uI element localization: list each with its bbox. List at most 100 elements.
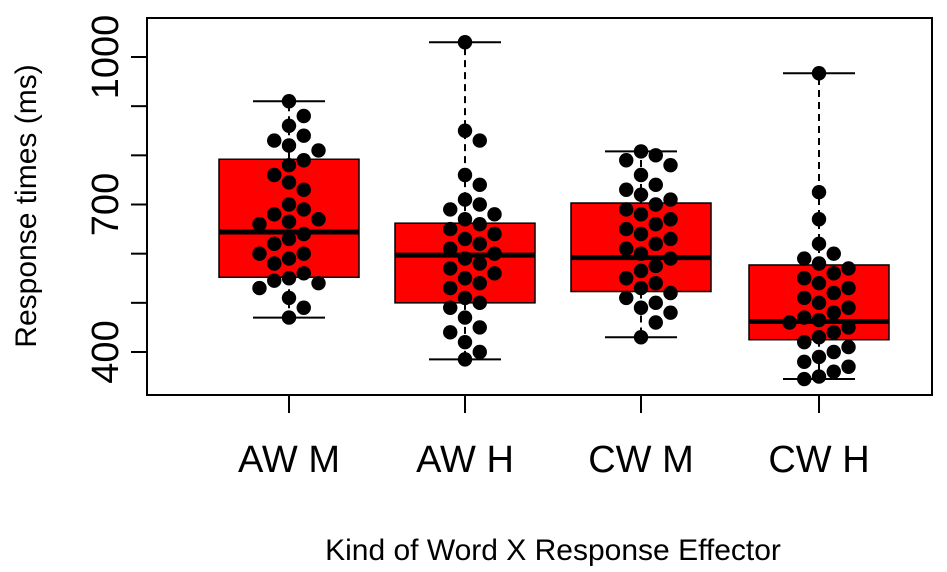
data-point: [281, 214, 297, 229]
data-point: [826, 246, 841, 261]
data-point: [797, 310, 812, 325]
axes-layer: 400 700 1000 AW M AW H CW M CW H: [85, 15, 870, 481]
data-point: [811, 185, 827, 200]
data-point: [811, 369, 827, 384]
x-tick-label: AW M: [238, 439, 340, 481]
data-point: [472, 344, 487, 360]
data-point: [472, 256, 487, 271]
data-point: [487, 246, 502, 261]
data-point: [633, 207, 649, 222]
data-point: [267, 207, 282, 222]
y-tick-label: 700: [85, 173, 127, 236]
data-point: [457, 35, 473, 50]
data-point: [472, 295, 487, 311]
data-point: [826, 344, 841, 360]
data-point: [457, 192, 473, 207]
data-point: [267, 133, 282, 148]
data-point: [841, 261, 856, 276]
data-point: [267, 167, 282, 183]
data-point: [826, 325, 841, 340]
data-point: [648, 258, 663, 274]
data-point: [252, 246, 267, 261]
data-point: [648, 177, 663, 193]
data-point: [826, 266, 841, 281]
data-point: [472, 133, 487, 148]
data-point: [633, 187, 649, 202]
data-point: [633, 144, 649, 159]
data-point: [443, 261, 458, 276]
data-point: [797, 371, 812, 387]
data-point: [841, 339, 856, 355]
data-point: [841, 320, 856, 335]
data-point: [797, 251, 812, 266]
data-point: [296, 266, 311, 281]
data-point: [296, 226, 311, 242]
y-axis-label: Response times (ms): [10, 64, 43, 347]
data-point: [281, 251, 297, 266]
data-point: [296, 202, 311, 217]
data-point: [663, 212, 678, 227]
data-point: [457, 167, 473, 183]
data-point: [267, 273, 282, 288]
data-point: [472, 320, 487, 335]
data-point: [619, 241, 634, 256]
y-tick-label: 400: [85, 320, 127, 383]
data-point: [633, 246, 649, 261]
data-point: [487, 226, 502, 242]
data-point: [457, 212, 473, 227]
data-point: [281, 138, 297, 153]
data-point: [811, 66, 827, 81]
data-point: [443, 325, 458, 340]
data-point: [457, 231, 473, 247]
data-point: [663, 231, 678, 247]
data-point: [457, 123, 473, 138]
data-point: [619, 271, 634, 286]
data-point: [472, 177, 487, 193]
data-point: [663, 251, 678, 266]
data-point: [296, 108, 311, 124]
data-point: [648, 148, 663, 163]
x-axis-label: Kind of Word X Response Effector: [325, 534, 781, 567]
data-point: [633, 226, 649, 242]
x-tick-label: CW H: [768, 439, 869, 481]
data-point: [281, 271, 297, 286]
data-point: [443, 300, 458, 315]
x-tick-label: CW M: [588, 439, 694, 481]
data-point: [457, 334, 473, 350]
data-point: [296, 182, 311, 197]
data-point: [311, 275, 326, 291]
data-point: [457, 352, 473, 367]
data-point: [281, 231, 297, 247]
data-point: [472, 216, 487, 232]
data-point: [296, 300, 311, 315]
data-point: [648, 275, 663, 291]
data-point: [811, 349, 827, 365]
data-point: [782, 315, 797, 330]
data-point: [841, 359, 856, 374]
data-point: [648, 315, 663, 330]
data-point: [826, 305, 841, 320]
data-point: [811, 275, 827, 291]
data-point: [633, 280, 649, 296]
data-point: [296, 153, 311, 168]
data-point: [457, 271, 473, 286]
data-point: [648, 197, 663, 212]
data-point: [252, 280, 267, 296]
data-point: [281, 94, 297, 109]
data-point: [472, 236, 487, 252]
data-point: [443, 241, 458, 256]
y-tick-label: 1000: [85, 15, 127, 100]
data-point: [797, 290, 812, 306]
data-point: [811, 295, 827, 311]
data-point: [267, 256, 282, 271]
data-point: [811, 236, 827, 252]
data-point: [281, 175, 297, 190]
data-point: [443, 280, 458, 296]
data-point: [619, 221, 634, 237]
data-point: [619, 182, 634, 197]
data-point: [797, 334, 812, 350]
data-point: [281, 310, 297, 325]
data-point: [311, 143, 326, 158]
data-point: [633, 263, 649, 279]
